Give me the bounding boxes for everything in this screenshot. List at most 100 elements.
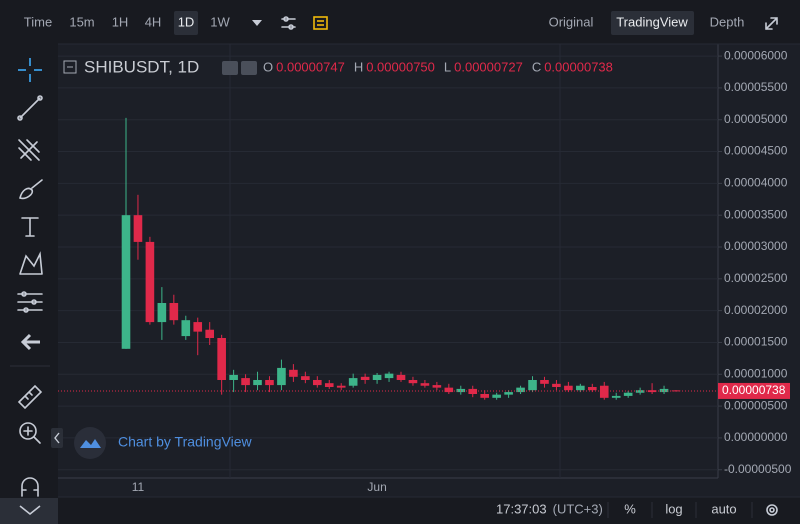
candle-body (396, 374, 406, 380)
chevron-icon (19, 505, 41, 516)
ohlc-legend: O 0.00000747 H 0.00000750 L 0.00000727 C 0.0000… (263, 59, 613, 74)
toolbar: Time 15m 1H 4H 1D 1W Original TradingView Depth (24, 14, 745, 29)
y-tick-label: 0.00002500 (724, 271, 788, 285)
view-button[interactable]: TradingView (616, 14, 688, 29)
interval-button[interactable]: 1D (178, 14, 195, 29)
y-tick-label: 0.00006000 (724, 48, 788, 62)
y-tick-label: 0.00004500 (724, 144, 788, 158)
interval-button[interactable]: 4H (145, 14, 162, 29)
candle-body (635, 390, 645, 393)
watermark: Chart by TradingView (118, 434, 252, 450)
candle-body (121, 215, 131, 349)
candle-body (611, 395, 621, 398)
candle-body (552, 383, 561, 387)
legend-value: 0.00000747 (276, 59, 345, 74)
panel-toggle[interactable] (51, 428, 63, 448)
active-view-bg (611, 11, 694, 35)
view-button[interactable]: Original (549, 14, 594, 29)
settings-icon[interactable] (241, 61, 257, 75)
active-interval-bg (174, 11, 198, 35)
legend-key: C (532, 59, 541, 74)
pattern-tool[interactable] (19, 251, 43, 275)
y-tick-label: 0.00005000 (724, 112, 788, 126)
y-tick-label: 0.00000000 (724, 430, 788, 444)
indicator-icon[interactable] (313, 16, 328, 30)
y-tick-label: 0.00003000 (724, 239, 788, 253)
interval-button[interactable]: Time (24, 14, 52, 29)
interval-button[interactable]: 1W (210, 14, 230, 29)
fib-tool[interactable] (18, 139, 40, 161)
y-tick-label: 0.00005500 (724, 80, 788, 94)
candle-body (468, 388, 478, 394)
y-tick-label: 0.00001500 (724, 335, 788, 349)
candle-body (289, 369, 298, 377)
gear-icon[interactable] (766, 504, 778, 516)
candle-body (540, 380, 549, 384)
candle-body (133, 215, 143, 242)
legend-value: 0.00000750 (366, 59, 435, 74)
candle-body (528, 380, 537, 391)
brush-tool[interactable] (19, 179, 43, 200)
candle-body (599, 385, 609, 398)
interval-button[interactable]: 1H (112, 14, 129, 29)
back-tool[interactable] (20, 333, 40, 351)
y-tick-label: -0.00000500 (724, 462, 792, 476)
y-tick-label: 0.00004000 (724, 176, 788, 190)
prediction-tool[interactable] (17, 291, 43, 313)
symbol-title: SHIBUSDT, 1D (84, 57, 199, 76)
candle-body (169, 303, 179, 321)
ruler-tool[interactable] (17, 384, 43, 410)
candle-body (504, 392, 513, 395)
symbol-icon[interactable] (222, 61, 238, 75)
watermark-logo (74, 427, 106, 459)
chart-pane (58, 44, 718, 497)
settings-icon[interactable] (281, 16, 296, 30)
magnet-tool[interactable] (21, 477, 39, 497)
fullscreen-icon[interactable] (765, 17, 778, 30)
legend-value: 0.00000727 (454, 59, 523, 74)
last-price-label: 0.00000738 (722, 383, 786, 397)
grid: 0.00006000 0.00005500 0.00005000 0.00004500… (58, 48, 792, 494)
x-tick-label: 11 (132, 480, 145, 494)
scale-option[interactable]: auto (711, 501, 736, 516)
y-tick-label: 0.00002000 (724, 303, 788, 317)
dropdown-icon[interactable] (252, 20, 262, 26)
y-tick-label: 0.00000500 (724, 398, 788, 412)
line-tool[interactable] (17, 95, 43, 121)
candle-body (217, 338, 226, 380)
price-axis (718, 44, 800, 497)
candle-body (145, 241, 155, 323)
zoom-tool[interactable] (19, 422, 41, 444)
scale-option[interactable]: % (624, 501, 636, 516)
candle-body (301, 376, 310, 380)
candle-body (360, 376, 370, 380)
candle-body (588, 387, 597, 391)
y-tick-label: 0.00001000 (724, 366, 788, 380)
panel-toggle-icon (54, 432, 60, 444)
candle-body (313, 380, 322, 386)
collapse-button[interactable] (0, 498, 58, 524)
left-toolbar (0, 58, 58, 524)
text-tool[interactable] (21, 217, 39, 237)
interval-button[interactable]: 15m (69, 14, 94, 29)
candle-body (444, 387, 454, 393)
legend-key: H (354, 59, 363, 74)
watermark-logo-icon (80, 439, 101, 448)
candle-body (420, 383, 430, 386)
view-button[interactable]: Depth (710, 14, 745, 29)
candle-body (193, 322, 203, 332)
collapse-legend[interactable] (63, 60, 77, 74)
last-price-tag (718, 382, 790, 399)
scale-option[interactable]: log (665, 501, 682, 516)
candle-body (576, 385, 585, 391)
candle-body (253, 380, 262, 386)
clock: 17:37:03 (496, 501, 547, 516)
x-tick-label: Jun (367, 480, 386, 494)
candle-body (157, 303, 167, 323)
legend-key: L (444, 59, 451, 74)
crosshair-tool[interactable] (18, 58, 42, 82)
legend-key: O (263, 59, 273, 74)
y-tick-label: 0.00003500 (724, 207, 788, 221)
candle-body (229, 374, 238, 380)
candle-body (384, 373, 394, 379)
